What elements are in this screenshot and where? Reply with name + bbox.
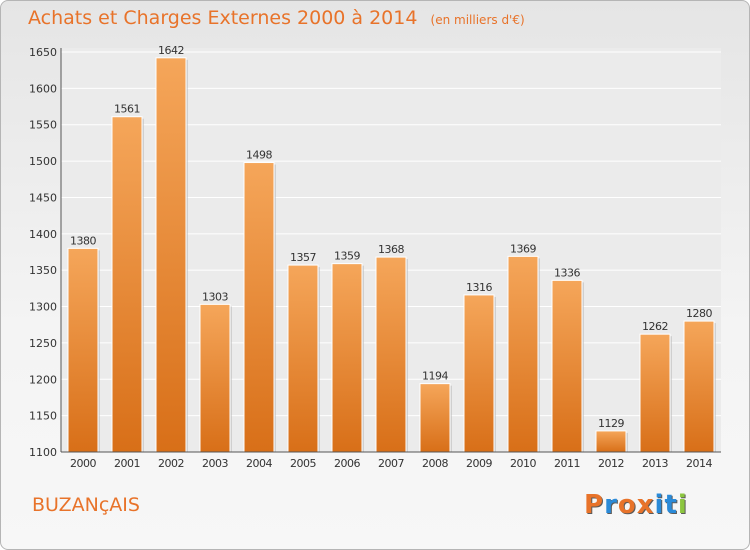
bar: [287, 264, 319, 453]
logo-letter: P: [584, 490, 605, 520]
logo-letter: i: [654, 490, 665, 520]
y-tick-label: 1400: [29, 228, 57, 241]
data-label: 1262: [642, 320, 668, 333]
y-tick-label: 1100: [29, 446, 57, 459]
logo-letter: i: [677, 490, 688, 520]
x-tick-label: 2005: [290, 457, 316, 470]
x-tick-label: 2002: [158, 457, 184, 470]
x-tick-label: 2012: [598, 457, 624, 470]
y-tick-label: 1200: [29, 373, 57, 386]
x-tick-label: 2010: [510, 457, 536, 470]
data-label: 1129: [598, 417, 624, 430]
bar: [155, 57, 187, 453]
y-tick-label: 1350: [29, 264, 57, 277]
chart-unit: (en milliers d'€): [430, 13, 525, 27]
data-label: 1316: [466, 281, 492, 294]
bar: [595, 430, 627, 453]
logo-letter: o: [617, 490, 637, 520]
y-tick-label: 1550: [29, 119, 57, 132]
x-tick-label: 2009: [466, 457, 492, 470]
y-tick-label: 1250: [29, 337, 57, 350]
bar: [683, 320, 715, 453]
title-row: Achats et Charges Externes 2000 à 2014 (…: [28, 7, 525, 29]
x-tick-label: 2014: [686, 457, 712, 470]
chart-title: Achats et Charges Externes 2000 à 2014: [28, 7, 418, 29]
bar: [463, 294, 495, 453]
bar: [331, 263, 363, 453]
x-tick-label: 2004: [246, 457, 272, 470]
data-label: 1561: [114, 103, 140, 116]
bar: [551, 279, 583, 453]
x-tick-label: 2008: [422, 457, 448, 470]
data-label: 1498: [246, 149, 272, 162]
x-tick-label: 2013: [642, 457, 668, 470]
bar: [419, 383, 451, 453]
logo-letter: t: [664, 490, 678, 520]
y-tick-label: 1150: [29, 410, 57, 423]
data-label: 1194: [422, 370, 448, 383]
bar: [375, 256, 407, 453]
data-label: 1303: [202, 290, 228, 303]
data-label: 1369: [510, 242, 536, 255]
data-label: 1359: [334, 250, 360, 263]
bar: [243, 162, 275, 453]
logo-letter: x: [636, 490, 655, 520]
y-tick-label: 1300: [29, 301, 57, 314]
y-tick-label: 1450: [29, 191, 57, 204]
x-tick-label: 2000: [70, 457, 96, 470]
data-label: 1368: [378, 243, 404, 256]
data-label: 1280: [686, 307, 712, 320]
bar: [507, 255, 539, 453]
bar: [199, 303, 231, 453]
y-tick-label: 1500: [29, 155, 57, 168]
data-label: 1380: [70, 234, 96, 247]
x-tick-label: 2003: [202, 457, 228, 470]
logo-letter: r: [604, 490, 618, 520]
bar: [111, 116, 143, 453]
bar: [67, 247, 99, 453]
y-tick-label: 1650: [29, 46, 57, 59]
x-tick-label: 2011: [554, 457, 580, 470]
x-tick-label: 2007: [378, 457, 404, 470]
x-tick-label: 2001: [114, 457, 140, 470]
x-tick-label: 2006: [334, 457, 360, 470]
data-label: 1336: [554, 266, 580, 279]
proxiti-logo: Proxiti: [584, 490, 688, 520]
bar: [639, 333, 671, 453]
data-label: 1642: [158, 44, 184, 57]
data-label: 1357: [290, 251, 316, 264]
y-tick-label: 1600: [29, 82, 57, 95]
commune-name: BUZANçAIS: [32, 494, 140, 516]
